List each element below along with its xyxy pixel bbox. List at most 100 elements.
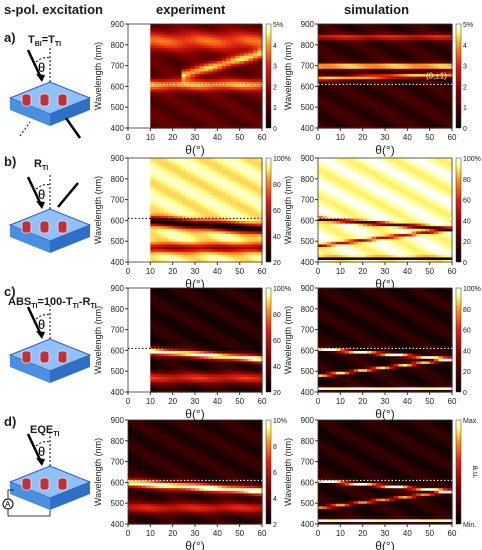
heatmap-cell <box>150 44 156 48</box>
heatmap-cell <box>190 63 196 67</box>
heatmap-cell <box>358 78 364 82</box>
heatmap-cell <box>172 63 178 67</box>
heatmap-cell <box>326 104 332 108</box>
heatmap-cell <box>376 63 382 67</box>
heatmap-cell <box>429 83 435 87</box>
heatmap-cell <box>208 44 214 48</box>
heatmap-cell <box>367 65 373 69</box>
heatmap-cell <box>420 120 426 124</box>
heatmap-cell <box>335 81 341 85</box>
heatmap-cell <box>326 29 332 33</box>
heatmap-cell <box>226 52 232 56</box>
heatmap-cell <box>244 24 250 28</box>
heatmap-cell <box>128 109 134 113</box>
heatmap-cell <box>344 57 350 61</box>
heatmap-cell <box>235 115 241 119</box>
heatmap-cell <box>244 73 250 77</box>
heatmap-cell <box>172 89 178 93</box>
heatmap-cell <box>411 102 417 106</box>
heatmap-cell <box>407 81 413 85</box>
heatmap-cell <box>331 24 337 28</box>
heatmap-cell <box>253 104 259 108</box>
heatmap-cell <box>141 73 147 77</box>
heatmap-cell <box>367 31 373 35</box>
heatmap-cell <box>362 37 368 41</box>
heatmap-cell <box>226 117 232 121</box>
heatmap-cell <box>150 89 156 93</box>
heatmap-cell <box>367 70 373 74</box>
heatmap-cell <box>385 31 391 35</box>
heatmap-cell <box>344 47 350 51</box>
heatmap-cell <box>208 50 214 54</box>
heatmap-cell <box>376 47 382 51</box>
heatmap-cell <box>172 107 178 111</box>
heatmap-cell <box>132 102 138 106</box>
heatmap-cell <box>389 99 395 103</box>
heatmap-cell <box>190 102 196 106</box>
heatmap-cell <box>186 68 192 72</box>
heatmap-cell <box>318 42 324 46</box>
heatmap-cell <box>376 125 382 129</box>
heatmap-cell <box>230 115 236 119</box>
heatmap-cell <box>212 83 218 87</box>
heatmap-cell <box>212 29 218 33</box>
heatmap-cell <box>172 60 178 64</box>
heatmap-cell <box>353 42 359 46</box>
heatmap-cell <box>358 102 364 106</box>
heatmap-cell <box>367 73 373 77</box>
heatmap-cell <box>128 24 134 28</box>
x-tick-label: 20 <box>168 133 177 142</box>
row-label-d: d) <box>4 414 17 429</box>
heatmap-cell <box>132 115 138 119</box>
heatmap-cell <box>163 31 169 35</box>
heatmap-cell <box>331 47 337 51</box>
heatmap-cell <box>385 112 391 116</box>
heatmap-cell <box>208 94 214 98</box>
heatmap-cell <box>331 55 337 59</box>
x-tick-label: 50 <box>425 133 434 142</box>
heatmap-cell <box>389 107 395 111</box>
heatmap-cell <box>389 83 395 87</box>
heatmap-cell <box>429 99 435 103</box>
heatmap-cell <box>208 70 214 74</box>
heatmap-cell <box>349 24 355 28</box>
heatmap-cell <box>380 109 386 113</box>
heatmap-cell <box>380 39 386 43</box>
heatmap-cell <box>136 68 142 72</box>
heatmap-cell <box>203 120 209 124</box>
heatmap-cell <box>150 76 156 80</box>
heatmap-cell <box>132 122 138 126</box>
heatmap-cell <box>340 115 346 119</box>
heatmap-cell <box>239 34 245 38</box>
heatmap-cell <box>248 89 254 93</box>
heatmap-cell <box>181 115 187 119</box>
heatmap-cell <box>393 94 399 98</box>
heatmap-cell <box>199 31 205 35</box>
heatmap-cell <box>389 52 395 56</box>
heatmap-cell <box>199 107 205 111</box>
heatmap-cell <box>203 89 209 93</box>
heatmap-cell <box>217 57 223 61</box>
heatmap-cell <box>326 34 332 38</box>
heatmap-cell <box>380 104 386 108</box>
y-tick-label: 800 <box>301 41 315 50</box>
heatmap-cell <box>199 99 205 103</box>
heatmap-cell <box>385 117 391 121</box>
heatmap-cell <box>398 99 404 103</box>
heatmap-a-exp: 0 10 20 30 40 50 60400500600700800900θ(°)Wavel… <box>93 20 283 157</box>
heatmap-cell <box>371 34 377 38</box>
heatmap-cell <box>168 91 174 95</box>
heatmap-cell <box>349 78 355 82</box>
heatmap-cell <box>429 73 435 77</box>
heatmap-cell <box>420 78 426 82</box>
heatmap-cell <box>199 65 205 69</box>
heatmap-cell <box>425 60 431 64</box>
heatmap-cell <box>429 70 435 74</box>
heatmap-cell <box>407 109 413 113</box>
heatmap-cell <box>385 91 391 95</box>
heatmap-cell <box>376 37 382 41</box>
heatmap-cell <box>248 99 254 103</box>
heatmap-cell <box>331 115 337 119</box>
heatmap-cell <box>402 76 408 80</box>
